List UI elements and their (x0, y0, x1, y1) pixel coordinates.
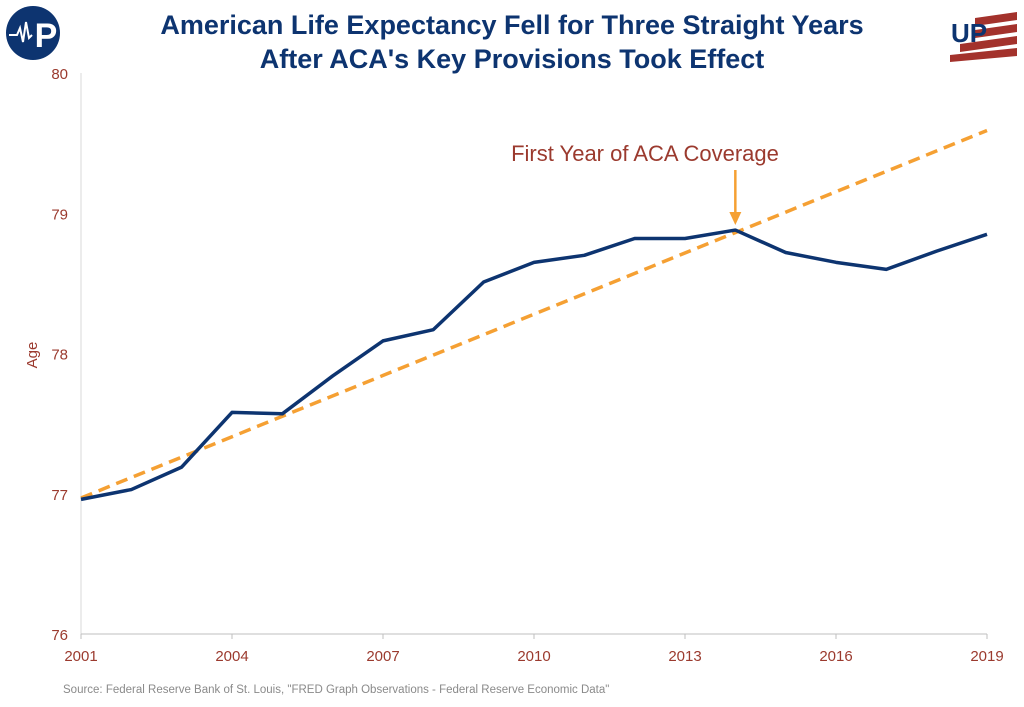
title-line-1: American Life Expectancy Fell for Three … (160, 10, 864, 40)
life-expectancy-line (80, 228, 988, 502)
y-tick-label: 76 (51, 627, 68, 644)
y-axis-label: Age (24, 342, 41, 369)
x-tick-label: 2019 (970, 648, 1003, 665)
x-tick-label: 2016 (819, 648, 852, 665)
x-tick-label: 2001 (64, 648, 97, 665)
y-tick-label: 77 (51, 487, 68, 504)
x-tick-label: 2004 (215, 648, 248, 665)
right-logo: UP (950, 12, 1017, 62)
chart-title: American Life Expectancy Fell for Three … (0, 8, 1024, 76)
annotation-text: First Year of ACA Coverage (511, 141, 779, 166)
x-tick-label: 2010 (517, 648, 550, 665)
trend-line (80, 128, 988, 500)
left-logo: P (6, 6, 60, 60)
svg-text:UP: UP (951, 18, 987, 48)
y-tick-label: 78 (51, 347, 68, 364)
x-tick-label: 2007 (366, 648, 399, 665)
annotation-arrowhead (729, 212, 742, 225)
svg-text:P: P (35, 17, 58, 55)
y-tick-label: 79 (51, 206, 68, 223)
y-tick-label: 80 (51, 66, 68, 83)
title-line-2: After ACA's Key Provisions Took Effect (259, 44, 765, 74)
source-note: Source: Federal Reserve Bank of St. Loui… (63, 684, 610, 696)
x-tick-label: 2013 (668, 648, 701, 665)
